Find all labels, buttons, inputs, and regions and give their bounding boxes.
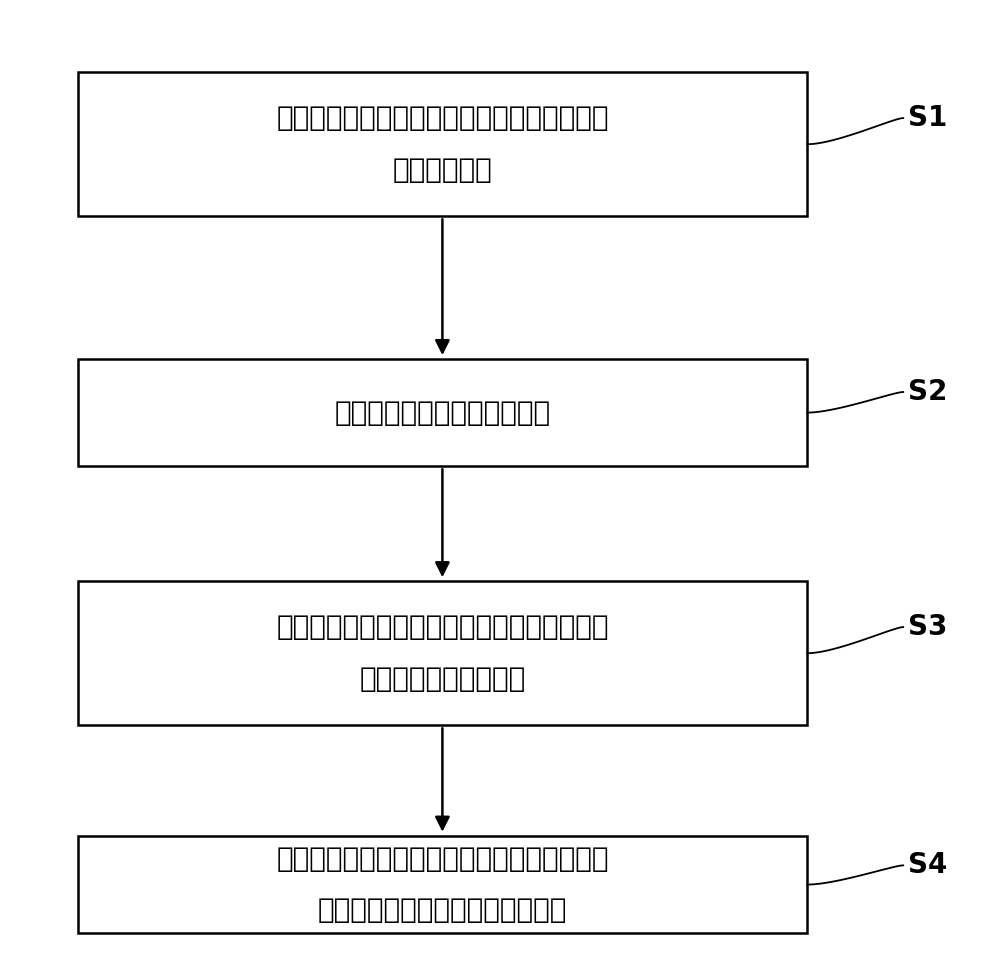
FancyBboxPatch shape xyxy=(78,72,807,216)
Text: 通过随机梯度下降算法对模糊单纯形集进行流: 通过随机梯度下降算法对模糊单纯形集进行流 xyxy=(276,613,609,641)
Text: 网络数据包是否为网络攻击数据包: 网络数据包是否为网络攻击数据包 xyxy=(318,897,567,924)
Text: 根据低维流形，通过无监督聚类算法判断原始: 根据低维流形，通过无监督聚类算法判断原始 xyxy=(276,844,609,872)
Text: 根据特征集生成模糊单纯形集: 根据特征集生成模糊单纯形集 xyxy=(334,398,550,427)
Text: S2: S2 xyxy=(908,378,947,406)
FancyBboxPatch shape xyxy=(78,360,807,466)
Text: S3: S3 xyxy=(908,613,947,641)
Text: S1: S1 xyxy=(908,104,947,132)
FancyBboxPatch shape xyxy=(78,581,807,725)
Text: S4: S4 xyxy=(908,851,947,879)
Text: 形降维，获得低维流形: 形降维，获得低维流形 xyxy=(359,665,526,693)
Text: 收集原始网络数据包特征，构成特征集，并进: 收集原始网络数据包特征，构成特征集，并进 xyxy=(276,104,609,132)
FancyBboxPatch shape xyxy=(78,836,807,933)
Text: 行数据预处理: 行数据预处理 xyxy=(393,156,492,184)
